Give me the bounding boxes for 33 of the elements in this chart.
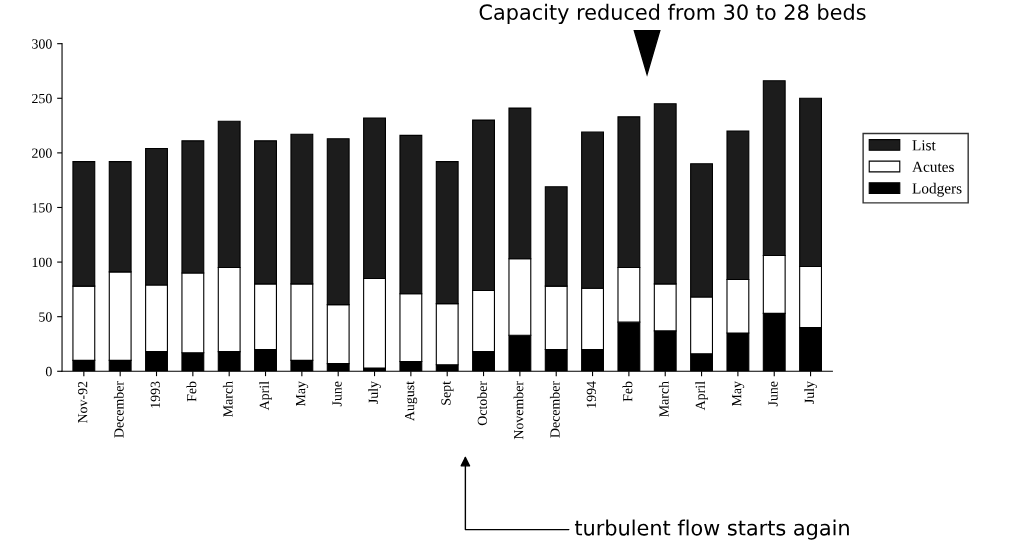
x-tick-label: Feb bbox=[622, 381, 633, 402]
x-tick-label: July bbox=[804, 381, 817, 404]
y-tick-label: 50 bbox=[39, 312, 52, 322]
x-tick-label: 1993 bbox=[150, 381, 160, 408]
x-tick-label: March bbox=[658, 381, 669, 417]
y-tick-label: 200 bbox=[32, 148, 52, 158]
x-tick-label: July bbox=[368, 381, 381, 404]
x-tick-label: 1994 bbox=[586, 381, 597, 408]
x-tick-label: May bbox=[296, 381, 309, 407]
x-tick-label: August bbox=[405, 381, 418, 421]
x-tick-label: April bbox=[695, 381, 708, 411]
y-tick-label: 300 bbox=[32, 39, 52, 49]
y-tick-label: 250 bbox=[32, 93, 52, 104]
x-tick-label: Sept bbox=[441, 381, 454, 405]
x-tick-label: Nov-92 bbox=[77, 381, 88, 424]
x-tick-label: October bbox=[477, 381, 488, 426]
y-tick-label: 0 bbox=[45, 366, 52, 377]
text: Capacity reduced from 30 to 28 beds bbox=[479, 3, 866, 25]
legend-label: Lodgers bbox=[912, 182, 962, 197]
y-tick-label: 150 bbox=[32, 203, 52, 213]
x-tick-label: Feb bbox=[186, 381, 197, 402]
y-tick-label: 100 bbox=[32, 257, 52, 268]
x-tick-label: December bbox=[549, 381, 560, 438]
x-tick-label: March bbox=[222, 381, 233, 417]
x-tick-label: April bbox=[259, 381, 272, 411]
legend-label: Acutes bbox=[912, 161, 954, 173]
x-tick-label: June bbox=[332, 381, 342, 407]
x-tick-label: November bbox=[513, 381, 524, 440]
legend-label: List bbox=[912, 140, 936, 151]
x-tick-label: May bbox=[732, 381, 745, 407]
x-tick-label: December bbox=[113, 381, 124, 438]
x-tick-label: June bbox=[768, 381, 778, 407]
text: turbulent flow starts again bbox=[574, 519, 849, 540]
